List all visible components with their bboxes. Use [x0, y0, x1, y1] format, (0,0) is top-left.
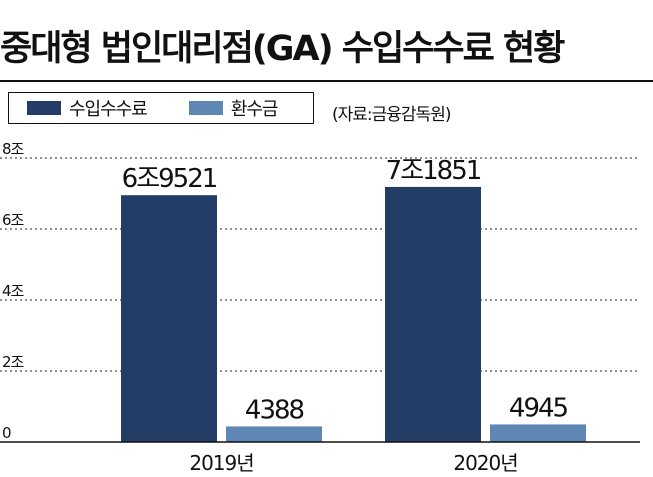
legend-label-clawback: 환수금 [230, 99, 279, 120]
bar-clawback [490, 424, 586, 442]
y-tick-label: 0 [2, 424, 11, 442]
legend-item-clawback: 환수금 [188, 95, 279, 121]
bar-clawback [226, 426, 322, 442]
y-tick-label: 2조 [2, 353, 25, 371]
legend-label-revenue: 수입수수료 [69, 99, 148, 120]
legend-item-revenue: 수입수수료 [27, 95, 148, 121]
data-label: 4388 [245, 395, 304, 425]
chart-title: 중대형 법인대리점(GA) 수입수수료 현황 [0, 29, 565, 69]
data-label: 7조1851 [386, 156, 481, 186]
data-label: 6조9521 [122, 164, 217, 194]
y-tick-label: 6조 [2, 211, 25, 229]
bar-revenue [385, 186, 481, 442]
x-tick-label: 2019년 [189, 451, 253, 475]
legend-swatch-clawback [188, 101, 223, 115]
x-tick-label: 2020년 [453, 451, 517, 475]
legend: 수입수수료 환수금 [8, 92, 314, 124]
title-divider [0, 80, 653, 82]
y-tick-label: 4조 [2, 282, 25, 300]
legend-swatch-revenue [27, 101, 61, 115]
data-label: 4945 [509, 393, 568, 423]
source-note: (자료:금융감독원) [332, 105, 451, 125]
bar-revenue [121, 195, 217, 442]
y-tick-label: 8조 [2, 140, 25, 158]
